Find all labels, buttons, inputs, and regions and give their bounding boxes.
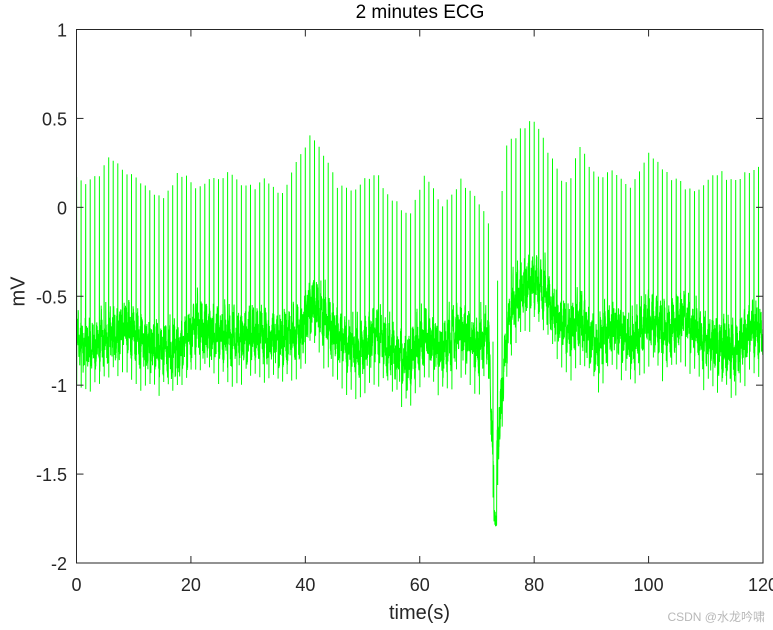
y-axis-ticks: 1 0.5 0 -0.5 -1 -1.5 -2: [36, 21, 763, 574]
y-tick-label: -1: [51, 376, 67, 396]
y-tick-label: -2: [51, 554, 67, 574]
x-tick-label: 0: [71, 575, 81, 595]
x-tick-label: 20: [181, 575, 201, 595]
x-axis-label: time(s): [388, 602, 451, 624]
x-axis-ticks: 0 20 40 60 80 100 120: [71, 29, 773, 595]
watermark: CSDN @水龙吟啸: [667, 610, 765, 624]
y-axis-label: mV: [7, 276, 30, 307]
x-tick-label: 40: [295, 575, 315, 595]
y-tick-label: 0.5: [42, 109, 67, 129]
x-tick-label: 80: [524, 575, 544, 595]
y-tick-label: 0: [57, 198, 67, 218]
y-tick-label: -1.5: [36, 465, 67, 485]
ecg-series-line: [76, 121, 763, 527]
x-tick-label: 120: [748, 575, 773, 595]
y-tick-label: 1: [57, 21, 67, 41]
x-tick-label: 100: [634, 575, 664, 595]
ecg-trace-line: [76, 121, 763, 527]
y-tick-label: -0.5: [36, 287, 67, 307]
chart-title: 2 minutes ECG: [355, 2, 485, 23]
x-tick-label: 60: [410, 575, 430, 595]
